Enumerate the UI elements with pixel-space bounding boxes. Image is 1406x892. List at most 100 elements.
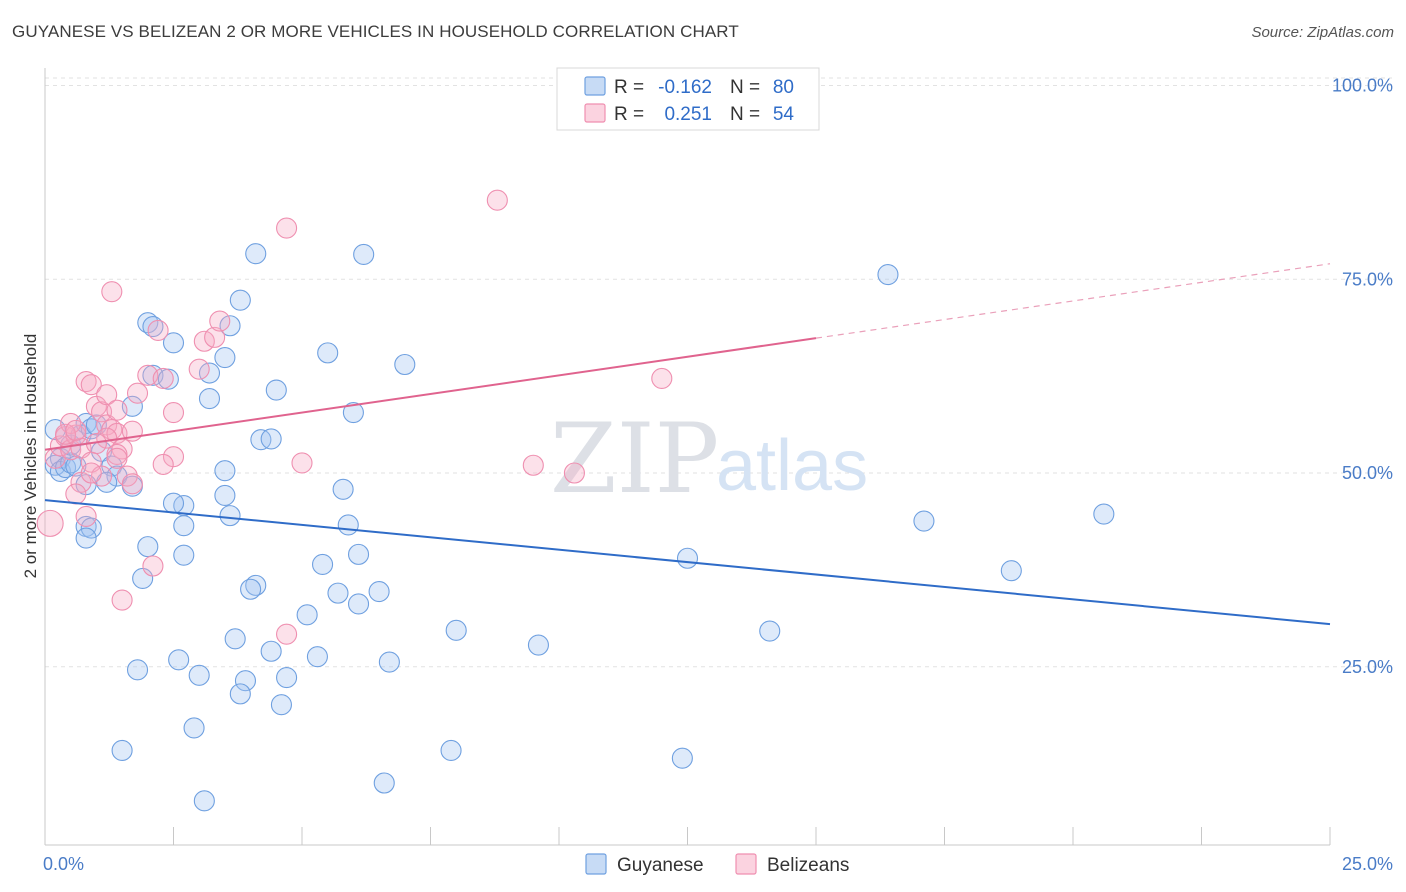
point-belizeans-27	[121, 473, 143, 495]
series-legend: Guyanese Belizeans	[585, 853, 849, 876]
point-guyanese-73	[445, 619, 467, 641]
point-guyanese-34	[198, 388, 221, 410]
point-guyanese-51	[168, 649, 190, 671]
point-belizeans-53	[80, 462, 102, 484]
x-tick-label-0: 0.0%	[43, 854, 84, 874]
source-label: Source: ZipAtlas.com	[1251, 24, 1394, 41]
point-belizeans-38	[188, 358, 210, 380]
point-belizeans-31	[147, 319, 169, 341]
stats-legend: R = -0.162 N = 80 R = 0.251 N = 54	[556, 67, 820, 131]
point-belizeans-23	[106, 399, 128, 421]
legend-r-value-0: -0.162	[658, 77, 712, 98]
point-guyanese-67	[347, 543, 370, 565]
point-guyanese-57	[276, 667, 298, 689]
point-guyanese-55	[193, 790, 215, 812]
watermark-zip: ZIP	[550, 403, 719, 515]
point-guyanese-83	[1093, 503, 1115, 525]
grid-lines	[45, 77, 1392, 668]
point-guyanese-37	[214, 484, 236, 507]
point-guyanese-59	[296, 604, 318, 626]
point-guyanese-56	[260, 640, 282, 662]
point-guyanese-23	[157, 368, 179, 390]
point-guyanese-81	[913, 510, 935, 532]
point-guyanese-50	[188, 664, 210, 686]
legend-swatch-belizeans	[584, 103, 606, 123]
point-belizeans-37	[111, 589, 133, 611]
point-guyanese-24	[162, 332, 185, 354]
point-belizeans-52	[106, 447, 128, 469]
point-belizeans-0	[36, 509, 64, 537]
point-guyanese-75	[373, 772, 395, 794]
point-belizeans-47	[563, 462, 585, 484]
point-guyanese-18	[80, 517, 102, 539]
point-guyanese-58	[270, 694, 292, 716]
point-belizeans-29	[126, 382, 149, 404]
point-guyanese-53	[183, 717, 205, 739]
point-belizeans-11	[90, 401, 113, 423]
point-belizeans-9	[80, 374, 102, 396]
legend-n-value-1: 54	[773, 104, 795, 125]
legend-n-value-0: 80	[773, 77, 794, 98]
point-guyanese-69	[368, 581, 390, 603]
point-belizeans-45	[486, 189, 508, 211]
point-guyanese-65	[337, 514, 359, 536]
point-belizeans-35	[152, 453, 174, 476]
point-guyanese-44	[265, 379, 287, 401]
point-belizeans-36	[142, 555, 164, 577]
legend-label-belizeans: Belizeans	[767, 855, 849, 876]
point-guyanese-63	[327, 582, 349, 604]
point-guyanese-79	[759, 620, 781, 642]
point-guyanese-74	[440, 739, 462, 762]
point-guyanese-30	[173, 544, 195, 566]
point-guyanese-78	[676, 547, 699, 569]
point-belizeans-44	[276, 623, 298, 645]
trend-line-guyanese	[44, 499, 1331, 626]
point-guyanese-39	[229, 289, 251, 311]
y-tick-label-2: 75.0%	[1342, 269, 1393, 289]
point-belizeans-15	[96, 427, 118, 449]
point-guyanese-60	[306, 646, 328, 668]
point-guyanese-19	[75, 527, 97, 549]
point-belizeans-41	[209, 310, 231, 332]
point-belizeans-50	[65, 419, 87, 441]
point-belizeans-32	[152, 367, 174, 390]
trend-line-belizeans-extension	[815, 263, 1331, 339]
point-guyanese-32	[132, 567, 154, 589]
point-guyanese-47	[234, 670, 257, 692]
trend-line-belizeans	[44, 337, 817, 451]
point-belizeans-40	[204, 326, 226, 348]
point-belizeans-48	[651, 367, 673, 390]
point-guyanese-70	[353, 243, 375, 265]
point-guyanese-43	[260, 428, 282, 450]
point-guyanese-77	[671, 747, 693, 769]
point-guyanese-36	[214, 460, 236, 482]
point-belizeans-28	[101, 281, 123, 303]
point-guyanese-28	[162, 492, 185, 514]
point-belizeans-21	[75, 505, 97, 527]
point-belizeans-33	[162, 401, 185, 424]
point-guyanese-82	[1000, 560, 1022, 582]
legend-swatch-guyanese-bottom	[585, 853, 607, 875]
y-tick-labels: 25.0% 50.0% 75.0% 100.0%	[1332, 76, 1393, 677]
points-guyanese	[44, 243, 1115, 812]
point-guyanese-61	[312, 553, 334, 576]
trend-lines	[44, 263, 1331, 626]
x-tick-label-1: 25.0%	[1342, 854, 1393, 874]
legend-swatch-guyanese	[584, 76, 606, 96]
point-guyanese-80	[877, 264, 899, 286]
y-tick-label-0: 25.0%	[1342, 657, 1393, 677]
watermark: ZIP atlas	[550, 403, 868, 515]
point-belizeans-20	[65, 483, 87, 505]
y-tick-label-1: 50.0%	[1342, 463, 1393, 483]
y-axis-label: 2 or more Vehicles in Household	[21, 334, 40, 579]
point-guyanese-40	[219, 315, 241, 337]
legend-r-label-1: R =	[614, 104, 644, 125]
point-guyanese-76	[527, 634, 549, 656]
point-belizeans-42	[276, 217, 298, 239]
legend-r-value-1: 0.251	[664, 104, 712, 125]
point-belizeans-43	[291, 452, 313, 474]
legend-label-guyanese: Guyanese	[617, 855, 704, 876]
point-belizeans-46	[522, 454, 544, 476]
point-guyanese-52	[126, 659, 149, 681]
